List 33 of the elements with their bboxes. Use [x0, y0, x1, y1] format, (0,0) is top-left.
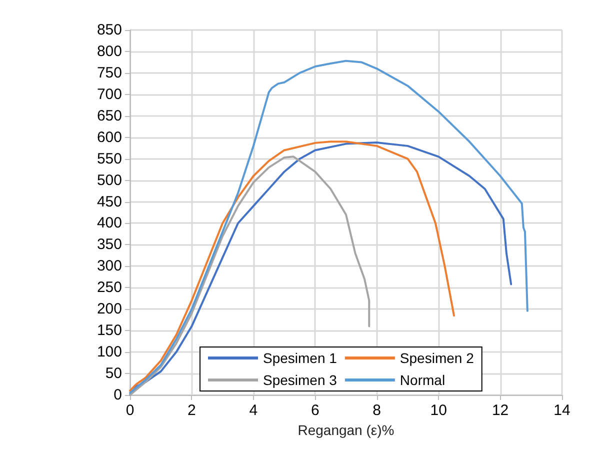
y-tick-label: 600	[96, 128, 122, 146]
x-tick-label: 4	[249, 402, 258, 419]
legend-label: Normal	[400, 372, 446, 388]
x-tick-label: 12	[492, 402, 509, 419]
line-series	[129, 60, 528, 394]
y-tick-label: 400	[96, 214, 122, 232]
y-tick-label: 350	[96, 236, 122, 254]
x-tick-label: 2	[188, 402, 196, 419]
x-tick-label: 14	[554, 402, 570, 419]
y-tick-label: 500	[96, 172, 122, 189]
y-tick-label: 850	[96, 22, 122, 38]
y-tick-label: 100	[96, 344, 122, 361]
x-tick-label: 8	[372, 402, 382, 419]
x-axis-title: Regangan (ε)%	[298, 422, 394, 438]
y-tick-label: 250	[96, 279, 122, 296]
legend-label: Spesimen 1	[263, 350, 338, 366]
legend-label: Spesimen 2	[400, 350, 474, 366]
y-tick-label: 800	[96, 42, 122, 60]
y-tick-label: 300	[96, 258, 122, 275]
line-series	[129, 156, 370, 396]
y-tick-label: 700	[96, 86, 122, 103]
x-tick-label: 6	[310, 402, 320, 419]
y-tick-label: 150	[96, 322, 122, 340]
y-tick-label: 0	[114, 386, 122, 404]
y-tick-label: 750	[96, 64, 122, 82]
y-tick-label: 650	[96, 107, 122, 124]
y-tick-label: 200	[96, 300, 122, 318]
y-tick-label: 50	[105, 365, 122, 382]
x-tick-label: 10	[430, 402, 447, 419]
x-tick-label: 0	[126, 402, 134, 419]
y-tick-label: 550	[96, 150, 122, 168]
legend-label: Spesimen 3	[263, 372, 338, 388]
y-tick-label: 450	[96, 193, 122, 210]
